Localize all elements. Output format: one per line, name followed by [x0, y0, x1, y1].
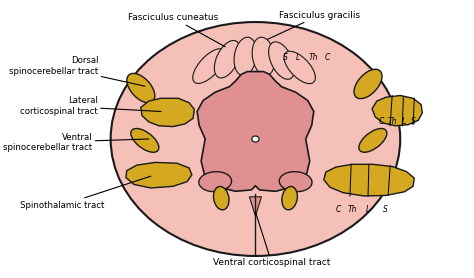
Polygon shape: [372, 96, 422, 126]
Polygon shape: [197, 71, 314, 191]
Text: L: L: [401, 116, 406, 126]
Ellipse shape: [359, 128, 387, 152]
Polygon shape: [324, 164, 414, 196]
Text: C: C: [378, 116, 383, 126]
Ellipse shape: [199, 172, 231, 191]
Ellipse shape: [213, 187, 229, 210]
Ellipse shape: [127, 73, 155, 103]
Ellipse shape: [269, 42, 294, 79]
Polygon shape: [126, 162, 192, 188]
Text: Spinothalamic tract: Spinothalamic tract: [20, 176, 151, 210]
Text: S: S: [410, 116, 416, 126]
Text: Ventral
spinocerebellar tract: Ventral spinocerebellar tract: [3, 133, 149, 152]
Text: S: S: [283, 53, 288, 62]
Ellipse shape: [282, 187, 297, 210]
Polygon shape: [141, 98, 194, 126]
Text: C: C: [335, 205, 341, 214]
Text: Th: Th: [387, 116, 397, 126]
Text: Th: Th: [347, 205, 357, 214]
Ellipse shape: [193, 49, 226, 83]
Text: S: S: [383, 205, 387, 214]
Text: Th: Th: [308, 53, 318, 62]
Ellipse shape: [110, 22, 400, 256]
Text: C: C: [324, 53, 330, 62]
Ellipse shape: [354, 69, 382, 99]
Ellipse shape: [252, 136, 259, 142]
Ellipse shape: [131, 128, 159, 152]
Polygon shape: [249, 197, 262, 216]
Text: Fasciculus cuneatus: Fasciculus cuneatus: [128, 13, 225, 47]
Ellipse shape: [234, 37, 256, 76]
Text: L: L: [296, 53, 300, 62]
Text: Lateral
corticospinal tract: Lateral corticospinal tract: [20, 96, 161, 116]
Ellipse shape: [252, 37, 275, 76]
Text: L: L: [366, 205, 370, 214]
Text: Fasciculus gracilis: Fasciculus gracilis: [267, 11, 360, 39]
Ellipse shape: [284, 51, 315, 84]
Polygon shape: [163, 60, 348, 103]
Ellipse shape: [214, 41, 240, 78]
Ellipse shape: [280, 172, 311, 191]
Text: Ventral corticospinal tract: Ventral corticospinal tract: [213, 212, 330, 267]
Text: Dorsal
spinocerebellar tract: Dorsal spinocerebellar tract: [9, 56, 145, 86]
